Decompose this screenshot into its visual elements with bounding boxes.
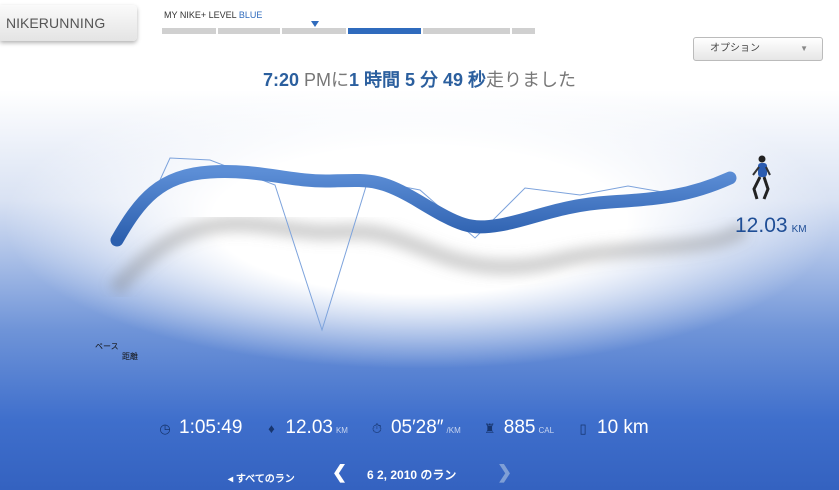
runner-figure (752, 155, 771, 200)
graph-shadow (108, 215, 748, 296)
location-pin-icon: ♦ (268, 421, 275, 436)
run-stats: ◷ 1:05:49 ♦ 12.03 KM ⏱ 05′28″/KM ♜ 885 CAL ▯ 10… (158, 417, 648, 439)
previous-run-button[interactable]: ❮ (332, 462, 348, 482)
all-runs-link[interactable]: ◂ すべてのラン (228, 474, 295, 485)
level-marker (311, 21, 319, 27)
total-distance: 12.03 KM (735, 214, 807, 237)
trophy-icon: ♜ (483, 421, 496, 436)
stat-distance: ♦ 12.03 KM (264, 417, 348, 439)
legend-distance: 距離 (122, 352, 138, 361)
next-run-button[interactable]: ❯ (497, 462, 513, 482)
distance-curve (110, 165, 737, 247)
run-summary-headline: 7:20 PMに1 時間 5 分 49 秒走りました (262, 70, 577, 90)
background-glow (0, 70, 839, 370)
clock-icon: ◷ (159, 421, 171, 436)
stopwatch-icon: ⏱ (371, 421, 383, 436)
stat-pace: ⏱ 05′28″/KM (371, 417, 461, 438)
options-dropdown[interactable]: オプション ▼ (693, 37, 823, 61)
stat-music: ▯ 10 km (576, 417, 648, 439)
run-date: 6 2, 2010 のラン (367, 468, 457, 482)
nike-level-label: MY NIKE+ LEVEL BLUE (164, 10, 263, 20)
stat-duration: ◷ 1:05:49 (159, 417, 243, 438)
chevron-down-icon: ▼ (800, 44, 808, 53)
stat-calories: ♜ 885 CAL (483, 417, 555, 438)
level-progress-bar (162, 28, 535, 34)
ipod-icon: ▯ (579, 421, 587, 436)
nike-running-logo[interactable]: NIKERUNNING (0, 5, 137, 41)
legend-pace: ペース (95, 342, 119, 351)
